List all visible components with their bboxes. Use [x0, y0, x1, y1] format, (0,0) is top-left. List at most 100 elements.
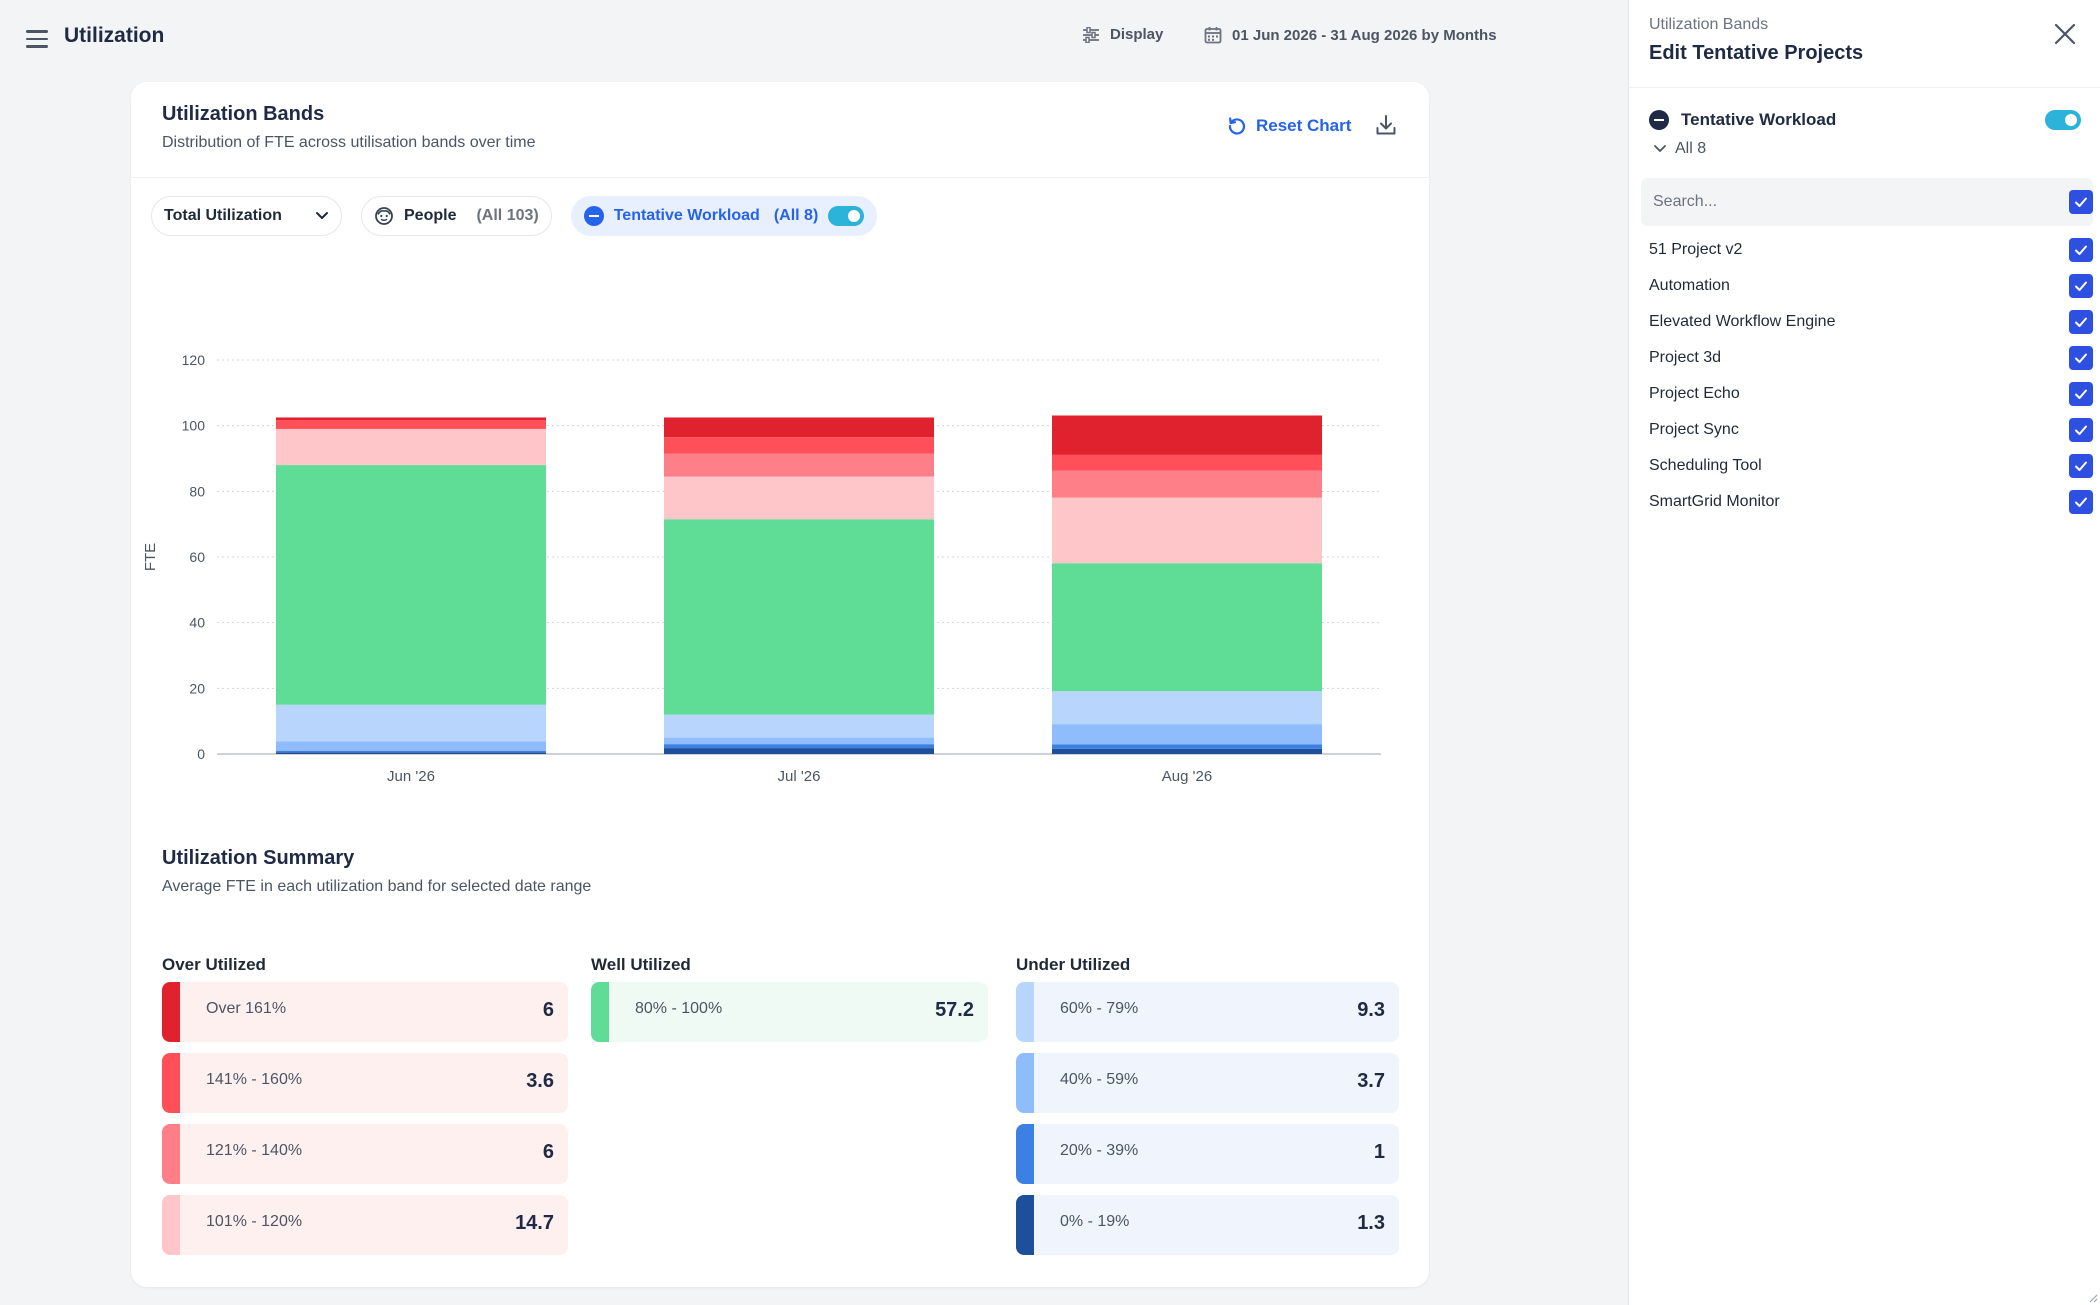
- band-label: 121% - 140%: [206, 1142, 303, 1159]
- project-name: Elevated Workflow Engine: [1649, 313, 1836, 330]
- band-row: Over 161% 6: [162, 982, 568, 1042]
- download-icon: [1376, 115, 1396, 135]
- band-value: 57.2: [935, 999, 974, 1021]
- y-tick-label: 60: [189, 549, 205, 565]
- bar-segment-40_59: [1052, 724, 1322, 745]
- tentative-workload-filter[interactable]: Tentative Workload (All 8): [570, 196, 878, 236]
- y-tick-label: 100: [182, 418, 206, 434]
- y-tick-label: 20: [189, 680, 205, 696]
- bar-segment-over_161: [1052, 415, 1322, 455]
- bar-segment-60_79: [664, 714, 934, 738]
- people-filter[interactable]: People (All 103): [361, 196, 552, 236]
- y-axis-label: FTE: [142, 543, 159, 571]
- display-button[interactable]: Display: [1082, 26, 1163, 43]
- menu-icon[interactable]: [26, 30, 48, 48]
- panel-header: Utilization Bands Edit Tentative Project…: [1629, 0, 2100, 88]
- chevron-down-icon: [1654, 145, 1666, 152]
- all-projects-expander[interactable]: All 8: [1653, 140, 1706, 158]
- close-panel-button[interactable]: [2053, 22, 2077, 51]
- smiley-icon: [375, 207, 393, 225]
- utilization-select-value: Total Utilization: [164, 207, 282, 224]
- tentative-workload-row: Tentative Workload: [1649, 108, 2081, 132]
- tentative-workload-toggle[interactable]: [828, 206, 865, 226]
- project-item[interactable]: SmartGrid Monitor: [1649, 484, 2093, 520]
- bar-segment-141_160: [276, 420, 546, 429]
- band-value: 14.7: [515, 1212, 554, 1234]
- project-checkbox[interactable]: [2069, 238, 2093, 262]
- band-row: 0% - 19% 1.3: [1016, 1195, 1399, 1255]
- bar-segment-80_100: [1052, 563, 1322, 692]
- bar-segment-101_120: [276, 428, 546, 466]
- card-subtitle: Distribution of FTE across utilisation b…: [162, 134, 536, 151]
- x-tick-label: Jul '26: [778, 768, 821, 785]
- page-title: Utilization: [64, 24, 165, 47]
- bar-segment-0_19: [664, 748, 934, 754]
- project-checkbox[interactable]: [2069, 490, 2093, 514]
- band-value: 3.7: [1357, 1070, 1385, 1092]
- summary-subtitle: Average FTE in each utilization band for…: [162, 878, 592, 895]
- project-name: Project 3d: [1649, 349, 1722, 366]
- toggle-knob: [2063, 112, 2079, 128]
- date-range-button[interactable]: 01 Jun 2026 - 31 Aug 2026 by Months: [1204, 26, 1497, 44]
- check-icon: [2075, 281, 2087, 291]
- band-row: 60% - 79% 9.3: [1016, 982, 1399, 1042]
- bar-segment-0_19: [276, 752, 546, 754]
- project-item[interactable]: Automation: [1649, 268, 2093, 304]
- download-button[interactable]: [1375, 114, 1397, 141]
- edit-tentative-projects-panel: Utilization Bands Edit Tentative Project…: [1628, 0, 2100, 1305]
- utilization-select[interactable]: Total Utilization: [151, 196, 342, 236]
- band-label: 101% - 120%: [206, 1213, 303, 1230]
- bar-segment-over_161: [664, 417, 934, 438]
- band-color-bar: [162, 1124, 180, 1184]
- reset-chart-button[interactable]: Reset Chart: [1227, 116, 1351, 136]
- project-item[interactable]: Project 3d: [1649, 340, 2093, 376]
- panel-title: Edit Tentative Projects: [1649, 42, 1864, 64]
- project-checkbox[interactable]: [2069, 382, 2093, 406]
- x-tick-label: Aug '26: [1162, 768, 1212, 785]
- band-row: 40% - 59% 3.7: [1016, 1053, 1399, 1113]
- project-item[interactable]: Project Echo: [1649, 376, 2093, 412]
- toggle-knob: [846, 208, 863, 224]
- band-color-bar: [162, 1053, 180, 1113]
- under-utilized-title: Under Utilized: [1016, 955, 1131, 974]
- minus-circle-icon: [1649, 110, 1669, 130]
- band-color-bar: [1016, 1124, 1034, 1184]
- project-checkbox[interactable]: [2069, 418, 2093, 442]
- check-icon: [2075, 317, 2087, 327]
- well-utilized-column: Well Utilized 80% - 100% 57.2: [591, 948, 988, 1053]
- bar-segment-over_161: [276, 417, 546, 421]
- band-value: 3.6: [526, 1070, 554, 1092]
- panel-tentative-toggle[interactable]: [2045, 110, 2081, 130]
- stacked-bar-chart: 0 20 40 60 80 100 120 FTE Jun '26 Jul '26 Aug '26: [131, 252, 1429, 892]
- project-name: Automation: [1649, 277, 1730, 294]
- project-name: Project Echo: [1649, 385, 1740, 402]
- project-checkbox[interactable]: [2069, 310, 2093, 334]
- card-title: Utilization Bands: [162, 103, 325, 125]
- bar-segment-80_100: [664, 519, 934, 715]
- check-icon: [2075, 497, 2087, 507]
- project-item[interactable]: Project Sync: [1649, 412, 2093, 448]
- y-tick-label: 80: [189, 483, 205, 499]
- well-utilized-title: Well Utilized: [591, 955, 691, 974]
- band-label: 40% - 59%: [1060, 1071, 1139, 1088]
- minus-circle-icon: [583, 206, 604, 226]
- bar-segment-141_160: [1052, 454, 1322, 471]
- reset-icon: [1228, 117, 1246, 135]
- band-label: 80% - 100%: [635, 1000, 723, 1017]
- project-item[interactable]: Elevated Workflow Engine: [1649, 304, 2093, 340]
- project-search-input[interactable]: [1641, 178, 2041, 226]
- select-all-checkbox[interactable]: [2069, 190, 2093, 214]
- band-value: 6: [542, 1141, 554, 1163]
- top-bar: Utilization Display 01 Jun 2026 - 31 Aug…: [0, 0, 1628, 78]
- x-tick-label: Jun '26: [387, 768, 435, 785]
- project-list: 51 Project v2 Automation Elevated Workflow…: [1649, 232, 2093, 520]
- project-checkbox[interactable]: [2069, 274, 2093, 298]
- project-checkbox[interactable]: [2069, 454, 2093, 478]
- resize-handle-icon[interactable]: [2088, 1293, 2098, 1303]
- project-item[interactable]: 51 Project v2: [1649, 232, 2093, 268]
- project-item[interactable]: Scheduling Tool: [1649, 448, 2093, 484]
- project-checkbox[interactable]: [2069, 346, 2093, 370]
- band-label: 60% - 79%: [1060, 1000, 1139, 1017]
- check-icon: [2075, 461, 2087, 471]
- band-color-bar: [1016, 1053, 1034, 1113]
